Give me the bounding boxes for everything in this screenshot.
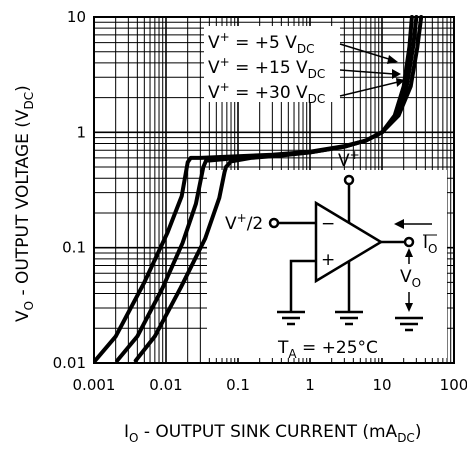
x-axis-title: IO - OUTPUT SINK CURRENT (mADC)	[124, 422, 421, 445]
x-tick-label: 100	[440, 376, 467, 394]
leader-v5-head	[387, 55, 398, 64]
leader-v15-head	[392, 69, 401, 79]
y-tick-labels: 10 1 0.1 0.01	[53, 8, 86, 372]
x-tick-label: 0.01	[149, 376, 182, 394]
x-tick-label: 10	[372, 376, 391, 394]
label-v30: V+ = +30 VDC	[208, 80, 325, 106]
opamp-plus-sign: +	[321, 250, 335, 270]
label-v5: V+ = +5 VDC	[208, 30, 314, 56]
y-tick-label: 0.1	[62, 239, 86, 257]
vhalf-terminal	[268, 217, 280, 229]
opamp-triangle	[314, 200, 384, 284]
leader-v15	[339, 69, 395, 75]
vplus-label: V+	[338, 148, 360, 171]
x-tick-labels: 0.001 0.01 0.1 1 10 100	[73, 376, 467, 394]
leader-v30	[339, 81, 399, 97]
y-tick-label: 10	[67, 8, 86, 26]
ground-symbol-left	[277, 310, 305, 326]
label-v15: V+ = +15 VDC	[208, 55, 325, 81]
y-tick-label: 0.01	[53, 354, 86, 372]
vhalf-label: V+/2	[225, 211, 263, 234]
io-label: IO	[423, 233, 437, 256]
y-tick-label: 1	[76, 123, 86, 141]
temperature-annotation: TA = +25°C	[277, 338, 378, 361]
series-line-3	[133, 15, 424, 363]
vo-arrowhead-up	[405, 248, 413, 257]
plot-frame	[93, 16, 455, 364]
curve-label-bg	[204, 26, 340, 102]
x-tick-label: 0.1	[226, 376, 250, 394]
io-arrowhead	[394, 219, 404, 229]
series-group	[93, 15, 424, 363]
vplus-terminal	[343, 174, 355, 186]
x-tick-label: 0.001	[73, 376, 116, 394]
curve-labels: V+ = +5 VDC V+ = +15 VDC V+ = +30 VDC	[204, 26, 405, 106]
noninv-wire	[289, 259, 316, 312]
leader-v5	[339, 43, 393, 61]
ground-symbol-right	[395, 316, 423, 332]
opamp-minus-sign: −	[321, 214, 335, 234]
leader-v30-head	[396, 78, 405, 87]
y-axis-title: VO - OUTPUT VOLTAGE (VDC)	[13, 85, 36, 322]
vo-label: VO	[400, 267, 421, 290]
ground-symbol-center	[335, 310, 363, 326]
x-tick-label: 1	[305, 376, 315, 394]
vo-arrowhead-down	[405, 303, 413, 312]
inset-schematic: V+ − + V+/2 IO VO	[207, 148, 447, 361]
output-terminal	[403, 236, 415, 248]
